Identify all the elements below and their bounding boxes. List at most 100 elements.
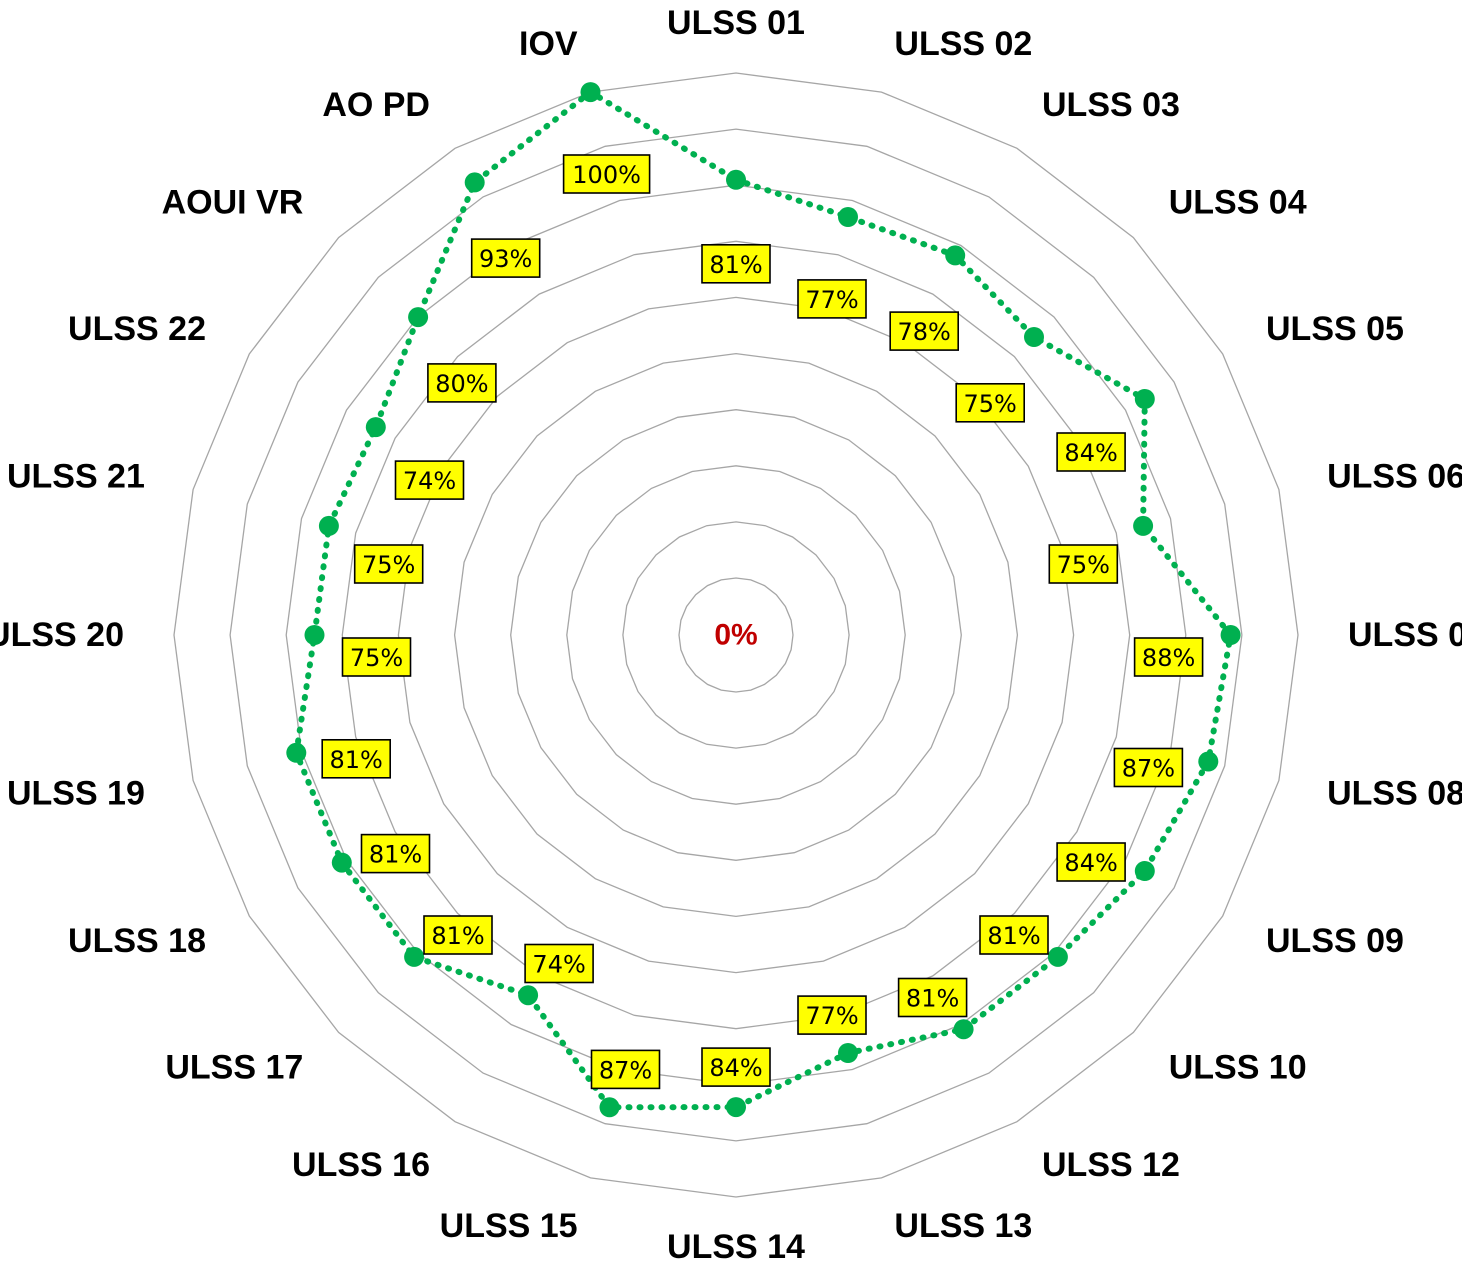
- category-label: ULSS 08: [1327, 774, 1462, 812]
- data-label-text: 87%: [599, 1056, 652, 1084]
- data-label-text: 81%: [431, 922, 484, 950]
- grid-ring: [173, 72, 1299, 1198]
- grid-ring: [510, 409, 962, 861]
- category-label: ULSS 06: [1327, 458, 1462, 496]
- category-label: ULSS 02: [894, 25, 1032, 63]
- data-point: [1133, 515, 1154, 536]
- category-label: ULSS 21: [7, 458, 145, 496]
- data-label-text: 78%: [898, 318, 951, 346]
- data-label-box: [341, 637, 412, 677]
- data-label: 75%: [341, 637, 412, 677]
- data-point: [580, 82, 601, 103]
- data-point: [518, 985, 539, 1006]
- data-label-text: 100%: [572, 161, 641, 189]
- data-label-box: [394, 460, 465, 500]
- data-label: 100%: [562, 154, 651, 194]
- data-point: [726, 169, 746, 190]
- center-zero-label: 0%: [714, 619, 757, 652]
- data-label: 81%: [360, 833, 431, 874]
- data-label: 84%: [1056, 432, 1126, 472]
- data-label-text: 75%: [964, 390, 1017, 418]
- data-label-text: 88%: [1142, 644, 1195, 672]
- grid-ring: [229, 128, 1243, 1142]
- data-label-text: 87%: [1122, 755, 1175, 783]
- data-label-box: [797, 279, 867, 319]
- data-label-box: [423, 915, 493, 955]
- data-label-box: [701, 244, 771, 284]
- data-label: 84%: [701, 1047, 771, 1087]
- data-label-box: [1133, 637, 1204, 677]
- category-label: ULSS 10: [1169, 1049, 1307, 1087]
- data-label: 87%: [590, 1049, 661, 1090]
- data-label-box: [1056, 432, 1126, 472]
- data-label-box: [427, 363, 497, 403]
- grid-ring: [453, 352, 1019, 918]
- category-label: ULSS 09: [1266, 922, 1404, 960]
- data-label: 75%: [955, 382, 1026, 423]
- data-label-box: [979, 915, 1049, 955]
- category-label: ULSS 18: [68, 922, 206, 960]
- data-label-box: [1113, 747, 1184, 788]
- category-label: ULSS 16: [292, 1146, 430, 1184]
- category-label: ULSS 03: [1042, 86, 1180, 124]
- data-label-box: [701, 1047, 771, 1087]
- data-point: [1024, 327, 1044, 347]
- data-label-text: 77%: [805, 1002, 858, 1030]
- data-label: 81%: [423, 915, 493, 955]
- category-label: ULSS 01: [667, 4, 805, 42]
- data-label-box: [955, 382, 1026, 423]
- category-label: ULSS 14: [667, 1228, 805, 1265]
- data-label: 93%: [470, 238, 541, 278]
- data-label-box: [590, 1049, 661, 1090]
- category-label: ULSS 05: [1266, 310, 1404, 348]
- data-point: [304, 625, 325, 645]
- data-label: 81%: [701, 244, 771, 284]
- data-label: 77%: [797, 995, 867, 1035]
- data-label-box: [321, 738, 392, 779]
- data-point: [1220, 625, 1241, 645]
- data-label: 78%: [889, 311, 960, 351]
- data-point: [1134, 389, 1155, 409]
- data-label-box: [562, 154, 651, 194]
- data-point: [331, 852, 352, 873]
- category-labels: ULSS 01 ULSS 02 ULSS 03 ULSS 04 ULSS 05 ULSS …: [0, 4, 1462, 1265]
- category-label: ULSS 04: [1169, 183, 1307, 221]
- data-label: 87%: [1113, 747, 1184, 788]
- data-point: [726, 1097, 746, 1118]
- category-label: ULSS 15: [440, 1207, 578, 1245]
- data-label: 81%: [897, 977, 968, 1018]
- data-label-text: 74%: [403, 467, 456, 495]
- data-label-text: 81%: [987, 922, 1040, 950]
- category-label: ULSS 12: [1042, 1146, 1180, 1184]
- category-label: ULSS 20: [0, 616, 124, 654]
- data-point: [945, 245, 966, 266]
- data-label-text: 74%: [532, 951, 585, 979]
- data-label: 74%: [394, 460, 465, 500]
- data-label-box: [897, 977, 968, 1018]
- data-label-box: [360, 833, 431, 874]
- data-label: 77%: [797, 279, 867, 319]
- data-label-text: 75%: [350, 644, 403, 672]
- category-label: ULSS 22: [68, 310, 206, 348]
- category-label: IOV: [519, 25, 578, 63]
- data-label: 81%: [321, 738, 392, 779]
- data-label-text: 93%: [479, 245, 532, 273]
- data-point: [404, 946, 425, 967]
- data-label-text: 75%: [1057, 551, 1110, 579]
- data-labels: 81% 77% 78% 75% 84% 75% 88% 87% 84% 81% 81% 77% 84% 8…: [321, 154, 1204, 1090]
- data-point: [1047, 946, 1068, 967]
- category-label: ULSS 17: [165, 1049, 303, 1087]
- grid-ring: [622, 521, 850, 749]
- data-label-box: [524, 943, 594, 984]
- data-label: 80%: [427, 363, 497, 403]
- data-label-text: 81%: [330, 746, 383, 774]
- data-label-text: 84%: [1064, 439, 1117, 467]
- data-point: [838, 1043, 858, 1063]
- data-label-text: 81%: [709, 251, 762, 279]
- data-label: 75%: [353, 544, 424, 584]
- category-label: AO PD: [322, 86, 430, 124]
- data-label: 84%: [1056, 842, 1126, 882]
- data-label: 88%: [1133, 637, 1204, 677]
- grid-ring: [566, 465, 906, 805]
